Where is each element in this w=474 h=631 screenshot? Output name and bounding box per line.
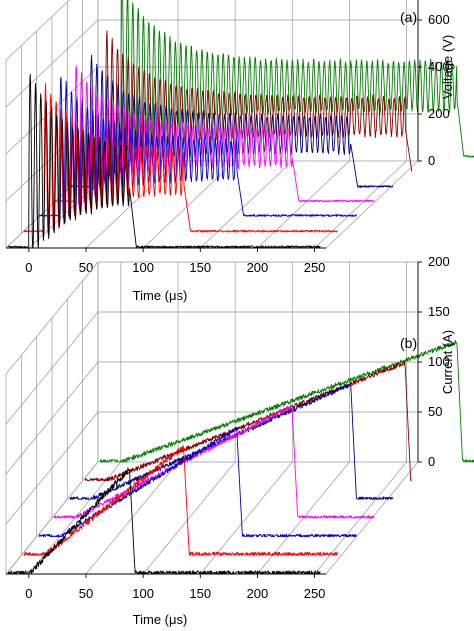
z-tick-label: 200	[428, 254, 450, 269]
series-trace-6	[84, 360, 412, 482]
floor-grid-line	[325, 160, 419, 249]
series-trace-7	[99, 339, 474, 463]
x-tick-label: 150	[189, 260, 211, 275]
series-trace-1	[7, 467, 321, 575]
series-trace-7	[99, 0, 474, 162]
panel-a-traces	[7, 0, 474, 249]
panel-b-traces	[7, 339, 474, 575]
z-tick-label: 0	[428, 153, 435, 168]
floor-grid-line	[85, 160, 179, 249]
x-tick-label: 150	[189, 586, 211, 601]
floor-grid-line	[142, 160, 236, 249]
series-trace-5	[69, 384, 394, 500]
floor-grid-line	[314, 160, 407, 249]
series-trace-6	[84, 30, 413, 176]
panel-a-panel-label: (a)	[400, 9, 417, 25]
z-tick-label: 50	[428, 404, 442, 419]
panel-b-x-ticks: 0 50 100 150 200 250	[25, 574, 325, 601]
x-tick-label: 250	[304, 260, 326, 275]
x-tick-label: 50	[79, 586, 93, 601]
series-trace-2	[23, 445, 339, 556]
series-trace-2	[23, 83, 339, 234]
floor-grid-line	[257, 160, 350, 249]
panel-a-z-axis-label: Voltage (V)	[440, 35, 455, 99]
floor-grid-line	[200, 461, 293, 575]
panel-b-z-axis-label: Current (A)	[440, 330, 455, 394]
x-tick-label: 100	[132, 260, 154, 275]
z-tick-label: 600	[428, 12, 450, 27]
x-tick-label: 0	[25, 586, 32, 601]
x-tick-label: 200	[247, 260, 269, 275]
series-trace-1	[7, 73, 321, 249]
series-trace-3	[38, 76, 357, 220]
x-tick-label: 200	[247, 586, 269, 601]
x-tick-label: 0	[25, 260, 32, 275]
z-tick-label: 200	[428, 106, 450, 121]
panel-b-axes	[6, 262, 419, 575]
panel-a-x-axis-label: Time (μs)	[133, 288, 188, 303]
z-tick-label: 0	[428, 454, 435, 469]
floor-grid-line	[142, 461, 236, 575]
panel-b-z-ticks: 0 50 100 150 200	[418, 254, 450, 469]
panel-b-panel-label: (b)	[400, 335, 417, 351]
x-tick-label: 250	[304, 586, 326, 601]
series-trace-4	[53, 404, 375, 519]
panel-b-grid	[5, 261, 419, 575]
panel-b-x-axis-label: Time (μs)	[133, 612, 188, 627]
panel-b-current-chart: 0 50 100 150 200 250 0 50 100 150 200 Time (μs) C…	[5, 254, 474, 627]
z-tick-label: 400	[428, 59, 450, 74]
series-trace-4	[53, 65, 375, 205]
x-tick-label: 100	[132, 586, 154, 601]
panel-a-z-ticks: 0200400600800	[418, 12, 450, 168]
floor-grid-line	[200, 160, 293, 249]
z-tick-label: 100	[428, 354, 450, 369]
panel-a-x-ticks: 0 50 100 150 200 250	[25, 248, 325, 275]
z-tick-label: 150	[428, 304, 450, 319]
x-tick-label: 50	[79, 260, 93, 275]
